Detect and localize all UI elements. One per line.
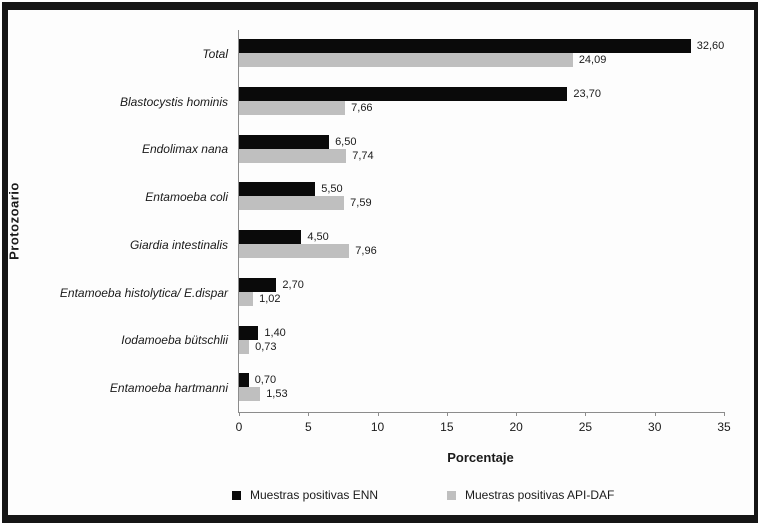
bar	[239, 244, 350, 258]
x-axis-title: Porcentaje	[447, 450, 514, 465]
category-label: Iodamoeba bütschlii	[121, 333, 228, 348]
x-tick-label: 20	[509, 420, 523, 434]
value-label: 7,59	[350, 197, 372, 210]
x-tick-label: 15	[440, 420, 454, 434]
bar	[239, 86, 568, 101]
x-tick	[239, 412, 240, 416]
x-tick-label: 10	[370, 420, 385, 434]
bar	[239, 277, 277, 292]
value-label: 5,50	[321, 183, 343, 196]
bar	[239, 339, 250, 354]
category-label: Giardia intestinalis	[129, 237, 228, 252]
value-label: 7,74	[352, 149, 374, 162]
value-label: 2,70	[282, 278, 304, 291]
bar	[239, 387, 261, 402]
bar	[239, 230, 302, 244]
category-label: Entamoeba hartmanni	[109, 381, 228, 396]
x-tick	[446, 412, 448, 416]
value-label: 7,96	[355, 245, 377, 257]
value-label: 0,73	[255, 340, 277, 353]
plot-area: 32,60 24,09 23,70 7,66 6,50 7,74 5,50 7,59 4,50 7…	[236, 30, 731, 433]
legend-label-api-daf: Muestras positivas API-DAF	[465, 488, 615, 502]
x-tick-label: 0	[235, 420, 243, 434]
x-tick	[654, 412, 656, 416]
value-label: 6,50	[335, 135, 357, 148]
legend-item-api-daf: Muestras positivas API-DAF	[447, 488, 614, 502]
x-tick-label: 30	[648, 420, 662, 434]
category-label: Total	[202, 46, 228, 61]
x-tick	[516, 412, 518, 416]
value-label: 24,09	[578, 54, 607, 66]
legend: Muestras positivas ENN Muestras positiva…	[0, 488, 759, 506]
x-tick-label: 35	[717, 420, 731, 434]
value-label: 1,02	[259, 292, 281, 305]
bar	[239, 53, 573, 67]
category-label: Endolimax nana	[141, 142, 228, 157]
bar	[239, 196, 345, 211]
category-label: Blastocystis hominis	[119, 94, 228, 109]
x-tick	[724, 412, 725, 416]
legend-swatch-enn	[232, 490, 241, 500]
value-label: 1,53	[266, 388, 288, 401]
value-label: 32,60	[696, 40, 725, 52]
legend-item-enn: Muestras positivas ENN	[232, 488, 378, 502]
bar	[239, 134, 330, 149]
value-label: 7,66	[351, 101, 373, 114]
x-tick	[585, 412, 587, 416]
x-tick-label: 25	[578, 420, 593, 434]
legend-label-enn: Muestras positivas ENN	[250, 488, 379, 502]
x-tick	[308, 412, 310, 416]
legend-swatch-api-daf	[447, 490, 456, 500]
bar	[239, 325, 259, 340]
x-tick-label: 5	[304, 420, 312, 434]
value-label: 23,70	[573, 87, 601, 100]
x-tick	[377, 412, 379, 416]
value-label: 1,40	[264, 326, 286, 339]
bar	[239, 291, 254, 306]
bar	[239, 373, 249, 388]
bar	[239, 148, 347, 163]
bar	[239, 39, 691, 53]
value-label: 0,70	[254, 374, 277, 387]
category-label: Entamoeba coli	[145, 190, 228, 205]
value-label: 4,50	[307, 231, 329, 243]
bar	[239, 100, 346, 115]
bar	[239, 182, 316, 197]
category-label: Entamoeba histolytica/ E.dispar	[59, 285, 228, 300]
